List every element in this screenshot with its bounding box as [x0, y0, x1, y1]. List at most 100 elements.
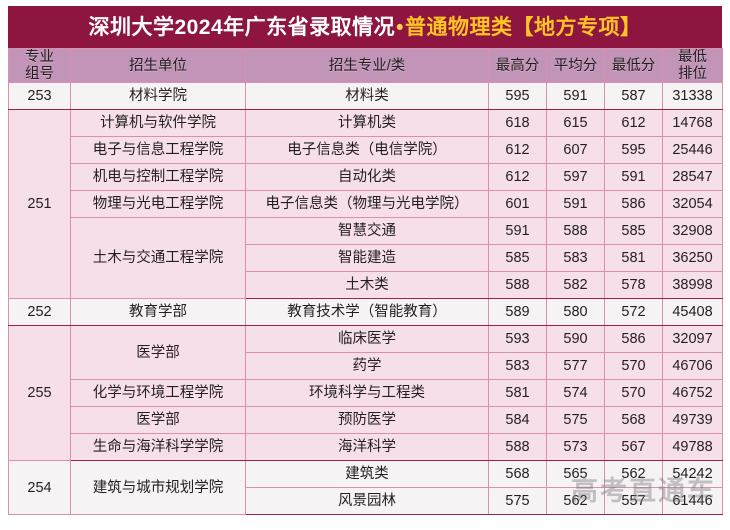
- cell-avg-score: 582: [546, 271, 605, 300]
- table-row: 251 计算机与软件学院 计算机类 618 615 612 14768: [8, 109, 723, 300]
- table-row: 土木与交通工程学院 智慧交通 591 588 585 32908: [9, 217, 723, 300]
- cell-max-score: 584: [488, 406, 547, 435]
- cell-max-score: 581: [488, 379, 547, 408]
- header-row: 专业 组号 招生单位 招生专业/类 最高分 平均分 最低分 最低 排位: [8, 47, 723, 84]
- cell-min-rank: 25446: [662, 136, 723, 165]
- cell-avg-score: 588: [546, 217, 605, 246]
- cell-min-score: 591: [604, 163, 663, 192]
- cell-avg-score: 591: [546, 190, 605, 219]
- cell-major: 智能建造: [245, 244, 489, 273]
- cell-min-rank: 32097: [662, 325, 723, 354]
- cell-min-score: 570: [604, 352, 663, 381]
- cell-max-score: 589: [488, 298, 547, 327]
- cell-min-score: 586: [604, 190, 663, 219]
- cell-avg-score: 590: [546, 325, 605, 354]
- cell-unit: 生命与海洋科学学院: [70, 433, 246, 462]
- cell-major: 自动化类: [245, 163, 489, 192]
- column-header-group-line2: 组号: [25, 65, 54, 82]
- cell-min-rank: 28547: [662, 163, 723, 192]
- column-header-major: 招生专业/类: [245, 47, 489, 84]
- cell-min-rank: 14768: [662, 109, 723, 138]
- cell-unit: 建筑与城市规划学院: [70, 460, 246, 516]
- cell-min-score: 585: [604, 217, 663, 246]
- cell-avg-score: 591: [546, 82, 605, 111]
- page-title-main: 深圳大学2024年广东省录取情况: [88, 15, 396, 39]
- cell-min-score: 595: [604, 136, 663, 165]
- cell-min-rank: 61446: [662, 487, 723, 516]
- table-row: 254 建筑与城市规划学院 建筑类 568 565 562 54242: [8, 460, 723, 516]
- cell-major: 教育技术学（智能教育）: [245, 298, 489, 327]
- column-header-min-rank-line1: 最低: [678, 49, 707, 65]
- page-title-highlight: 普通物理类【地方专项】: [405, 15, 642, 39]
- table-body: 253 材料学院 材料类 595 591 587 31338 251 计算机与软件学院 计算机类 6…: [8, 82, 723, 516]
- admission-table: 专业 组号 招生单位 招生专业/类 最高分 平均分 最低分 最低 排位 253 材…: [8, 47, 723, 516]
- table-row: 253 材料学院 材料类 595 591 587 31338: [8, 82, 723, 111]
- table-row: 土木类 588 582 578 38998: [9, 271, 723, 300]
- cell-min-rank: 32908: [662, 217, 723, 246]
- cell-max-score: 593: [488, 325, 547, 354]
- column-header-avg-score: 平均分: [546, 47, 605, 84]
- table-header: 专业 组号 招生单位 招生专业/类 最高分 平均分 最低分 最低 排位: [8, 47, 723, 84]
- table-row: 电子与信息工程学院 电子信息类（电信学院） 612 607 595 25446: [9, 136, 723, 165]
- cell-avg-score: 574: [546, 379, 605, 408]
- cell-major: 智慧交通: [245, 217, 489, 246]
- cell-min-rank: 36250: [662, 244, 723, 273]
- cell-min-score: 581: [604, 244, 663, 273]
- cell-unit: 机电与控制工程学院: [70, 163, 246, 192]
- cell-max-score: 595: [488, 82, 547, 111]
- cell-min-rank: 46752: [662, 379, 723, 408]
- cell-min-score: 587: [604, 82, 663, 111]
- cell-major: 临床医学: [245, 325, 489, 354]
- cell-max-score: 588: [488, 271, 547, 300]
- cell-major: 预防医学: [245, 406, 489, 435]
- cell-avg-score: 583: [546, 244, 605, 273]
- cell-unit: 教育学部: [70, 298, 246, 327]
- cell-unit: 土木与交通工程学院: [70, 217, 246, 300]
- cell-avg-score: 607: [546, 136, 605, 165]
- cell-unit: 医学部: [70, 406, 246, 435]
- cell-min-rank: 46706: [662, 352, 723, 381]
- cell-group-number: 255: [8, 325, 71, 462]
- cell-avg-score: 597: [546, 163, 605, 192]
- title-banner: 深圳大学2024年广东省录取情况•普通物理类【地方专项】: [8, 6, 722, 48]
- cell-max-score: 612: [488, 136, 547, 165]
- cell-max-score: 585: [488, 244, 547, 273]
- cell-major: 电子信息类（物理与光电学院）: [245, 190, 489, 219]
- cell-min-score: 586: [604, 325, 663, 354]
- cell-major: 环境科学与工程类: [245, 379, 489, 408]
- table-row: 255 医学部 临床医学 593 590 586 32097: [8, 325, 723, 462]
- column-header-group-line1: 专业: [25, 49, 54, 65]
- cell-major: 海洋科学: [245, 433, 489, 462]
- cell-min-score: 562: [604, 460, 663, 489]
- cell-avg-score: 562: [546, 487, 605, 516]
- cell-max-score: 575: [488, 487, 547, 516]
- cell-unit: 电子与信息工程学院: [70, 136, 246, 165]
- page-title: 深圳大学2024年广东省录取情况•普通物理类【地方专项】: [88, 17, 641, 38]
- table-row: 智能建造 585 583 581 36250: [9, 244, 723, 273]
- cell-min-rank: 45408: [662, 298, 723, 327]
- cell-max-score: 601: [488, 190, 547, 219]
- cell-max-score: 591: [488, 217, 547, 246]
- cell-unit: 医学部: [70, 325, 246, 381]
- table-row: 252 教育学部 教育技术学（智能教育） 589 580 572 45408: [8, 298, 723, 327]
- cell-avg-score: 575: [546, 406, 605, 435]
- column-header-max-score: 最高分: [488, 47, 547, 84]
- cell-min-rank: 32054: [662, 190, 723, 219]
- table-row: 风景园林 575 562 557 61446: [9, 487, 723, 516]
- cell-unit: 化学与环境工程学院: [70, 379, 246, 408]
- cell-unit: 计算机与软件学院: [70, 109, 246, 138]
- cell-major: 电子信息类（电信学院）: [245, 136, 489, 165]
- table-row: 物理与光电工程学院 电子信息类（物理与光电学院） 601 591 586 32054: [9, 190, 723, 219]
- cell-avg-score: 573: [546, 433, 605, 462]
- cell-min-score: 567: [604, 433, 663, 462]
- cell-min-rank: 38998: [662, 271, 723, 300]
- cell-avg-score: 615: [546, 109, 605, 138]
- cell-min-rank: 54242: [662, 460, 723, 489]
- cell-min-score: 612: [604, 109, 663, 138]
- cell-min-rank: 49788: [662, 433, 723, 462]
- cell-major: 风景园林: [245, 487, 489, 516]
- cell-major: 药学: [245, 352, 489, 381]
- cell-min-rank: 49739: [662, 406, 723, 435]
- cell-max-score: 568: [488, 460, 547, 489]
